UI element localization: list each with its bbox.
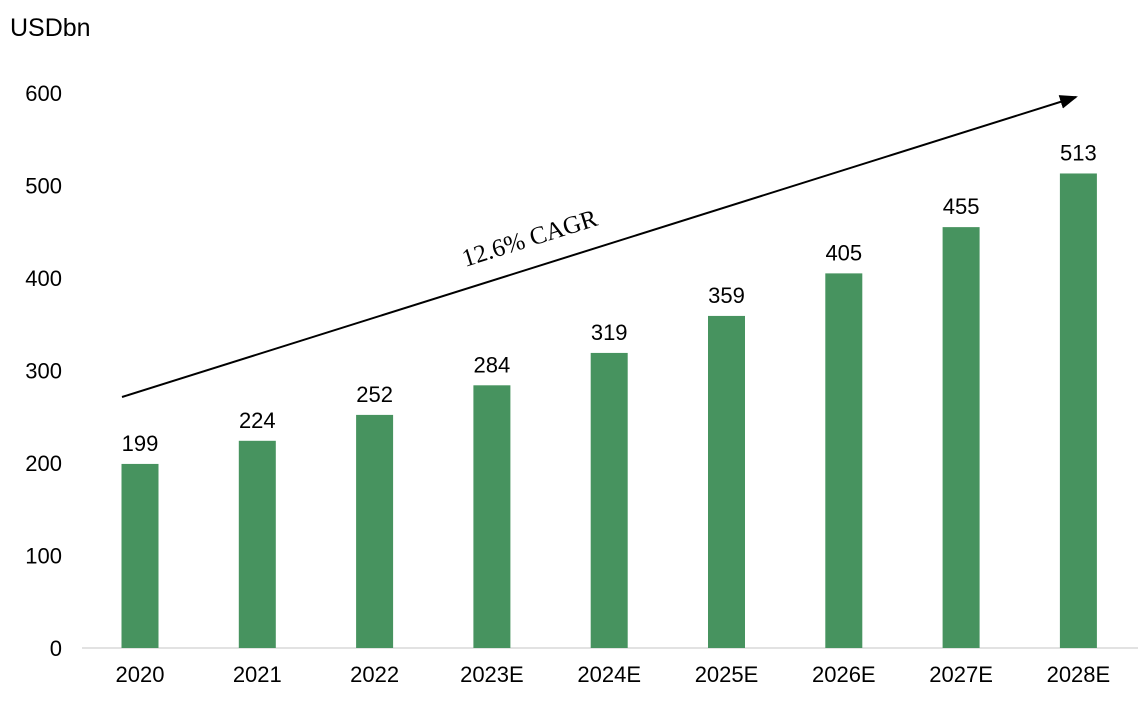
x-tick-label: 2020 [116, 662, 165, 687]
bar-value-label: 513 [1060, 140, 1097, 165]
bar [590, 352, 628, 648]
bar [473, 385, 511, 648]
bar-value-label: 199 [122, 431, 159, 456]
bar [942, 227, 980, 648]
y-tick-label: 0 [50, 636, 62, 661]
cagr-annotation: 12.6% CAGR [459, 205, 601, 273]
y-tick-label: 600 [25, 81, 62, 106]
y-tick-label: 300 [25, 359, 62, 384]
bar-value-label: 224 [239, 408, 276, 433]
x-tick-label: 2025E [695, 662, 759, 687]
bars: 199 224 252 284 319 359 405 455 513 [121, 140, 1097, 648]
bar-value-label: 455 [943, 194, 980, 219]
cagr-arrow [121, 95, 1078, 398]
y-tick-label: 500 [25, 174, 62, 199]
x-tick-label: 2022 [350, 662, 399, 687]
y-tick-label: 200 [25, 451, 62, 476]
bar [238, 440, 276, 648]
x-tick-label: 2023E [460, 662, 524, 687]
bar-value-label: 284 [474, 352, 511, 377]
bar [1059, 173, 1097, 648]
x-tick-label: 2028E [1047, 662, 1111, 687]
y-tick-label: 100 [25, 544, 62, 569]
bar [708, 315, 745, 648]
bar [121, 463, 159, 648]
y-tick-label: 400 [25, 266, 62, 291]
bar-value-label: 319 [591, 320, 628, 345]
x-axis-labels: 2020 2021 2022 2023E 2024E 2025E 2026E 2027E 202… [116, 662, 1111, 687]
y-axis-ticks: 0 100 200 300 400 500 600 [25, 81, 62, 661]
x-tick-label: 2026E [812, 662, 876, 687]
x-tick-label: 2024E [577, 662, 641, 687]
bar [356, 414, 394, 648]
bar-value-label: 252 [356, 382, 393, 407]
bar-value-label: 405 [825, 240, 862, 265]
y-axis-unit-label: USDbn [10, 14, 91, 42]
x-tick-label: 2027E [929, 662, 993, 687]
bar-value-label: 359 [708, 283, 745, 308]
x-tick-label: 2021 [233, 662, 282, 687]
bar [825, 273, 863, 648]
